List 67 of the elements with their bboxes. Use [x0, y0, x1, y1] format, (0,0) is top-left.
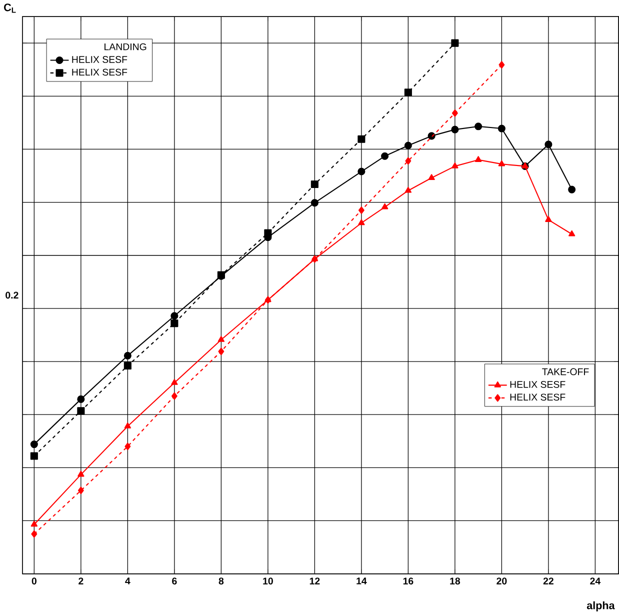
x-tick-label: 0: [32, 578, 36, 585]
point: [498, 61, 505, 69]
point: [381, 152, 389, 160]
point: [452, 162, 458, 168]
point: [78, 470, 84, 477]
x-tick-label: 12: [310, 578, 320, 584]
point: [30, 452, 38, 460]
point: [545, 216, 552, 222]
y-axis-title: C$_{L}$: [4, 4, 16, 13]
point: [218, 348, 224, 356]
point: [30, 440, 38, 448]
point: [358, 168, 366, 176]
x-tick-label: 24: [590, 578, 601, 584]
point: [170, 312, 178, 320]
point: [124, 442, 131, 450]
point: [452, 109, 458, 117]
point: [498, 160, 506, 166]
legend-label: HELIX SESF: [72, 56, 128, 63]
point: [404, 186, 412, 193]
point: [358, 135, 366, 143]
annotation: TAKE-OFF: [542, 368, 589, 376]
x-tick-label: 6: [172, 578, 177, 585]
annotation: LANDING: [104, 43, 146, 50]
x-tick-label: 22: [543, 578, 554, 584]
x-tick-label: 4: [125, 578, 130, 584]
x-tick-label: 20: [496, 578, 507, 585]
point: [171, 392, 178, 400]
point: [568, 230, 576, 236]
point: [474, 122, 482, 130]
point: [474, 156, 482, 162]
point: [498, 124, 506, 132]
point: [77, 407, 85, 415]
legend-label: HELIX SESF: [510, 394, 566, 401]
point: [77, 395, 85, 403]
point: [358, 206, 364, 214]
text: 0.2: [6, 292, 18, 299]
x-tick-label: 14: [356, 578, 367, 584]
point: [405, 157, 412, 165]
point: [264, 229, 272, 237]
legend-label: HELIX SESF: [510, 381, 566, 388]
point: [310, 199, 318, 207]
x-tick-label: 2: [78, 578, 84, 584]
point: [124, 422, 132, 428]
x-axis-title: alpha: [586, 601, 615, 612]
point: [31, 530, 38, 538]
point: [30, 520, 38, 527]
point: [218, 336, 225, 342]
point: [170, 320, 178, 328]
point: [568, 186, 576, 194]
point: [124, 362, 132, 370]
x-tick-label: 8: [218, 578, 224, 585]
point: [404, 88, 412, 96]
point: [451, 126, 459, 134]
x-tick-label: 10: [263, 578, 273, 585]
point: [171, 378, 178, 385]
point: [381, 203, 388, 210]
point: [124, 352, 132, 360]
point: [404, 142, 412, 150]
point: [358, 219, 365, 226]
point: [544, 140, 552, 148]
x-tick-label: 18: [450, 578, 460, 585]
point: [451, 39, 459, 47]
x-tick-label: 16: [403, 578, 414, 585]
point: [310, 180, 318, 188]
point: [428, 174, 435, 180]
legend-label: HELIX SESF: [72, 68, 128, 76]
point: [78, 486, 84, 494]
